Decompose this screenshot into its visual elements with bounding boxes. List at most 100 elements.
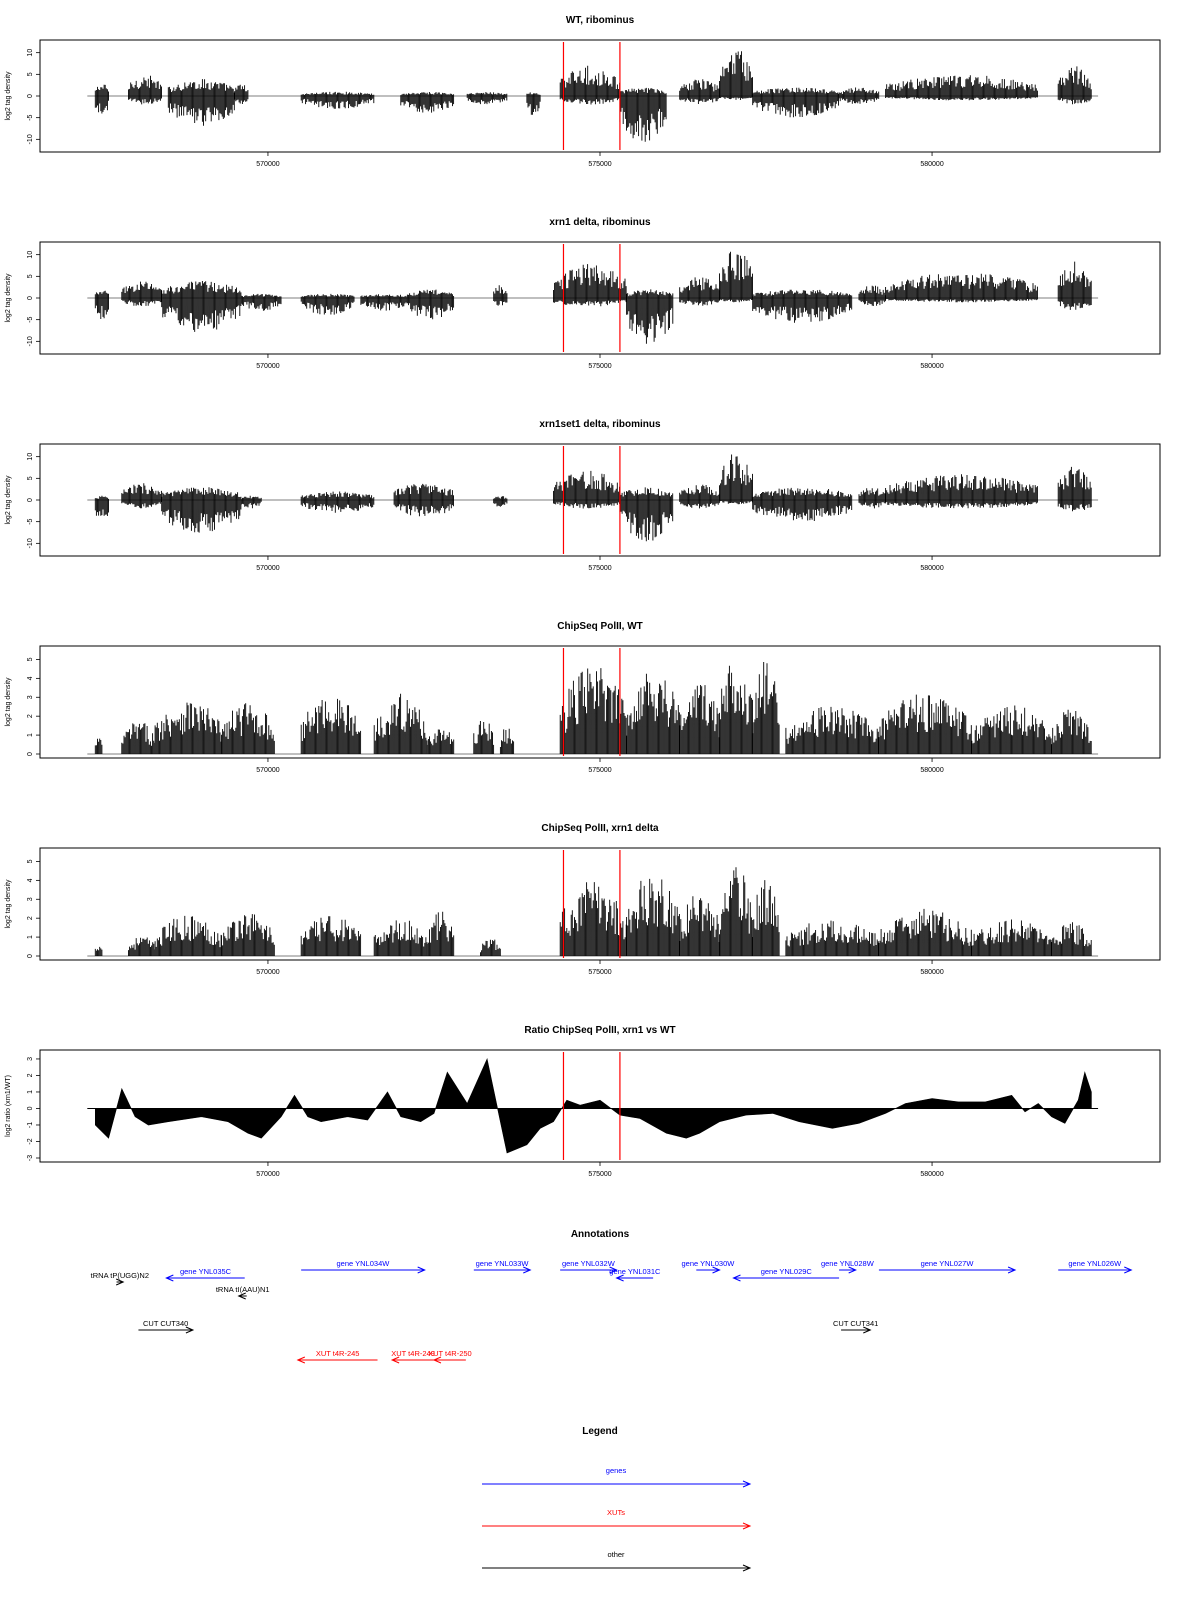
feature-label: gene YNL033W [476, 1259, 530, 1268]
annotation-feature: gene YNL033W [473, 1259, 532, 1274]
x-tick-label: 575000 [588, 767, 611, 774]
feature-arrow-head [615, 1274, 624, 1282]
feature-label: gene YNL029C [761, 1267, 813, 1276]
annotation-feature: gene YNL031C [609, 1267, 661, 1282]
signal-region [128, 75, 162, 105]
x-tick-label: 575000 [588, 1171, 611, 1178]
feature-arrow-head [732, 1274, 741, 1282]
track-panel-6: Ratio ChipSeq PolII, xrn1 vs WT -3 -2 -1 0 1 2… [5, 1025, 1161, 1178]
signal-region [752, 880, 780, 956]
y-tick-label: -10 [27, 134, 34, 144]
signal-region [559, 882, 627, 956]
legend-arrow-head [742, 1564, 752, 1572]
feature-arrow-head [296, 1356, 306, 1364]
y-tick-label: 4 [27, 878, 34, 882]
feature-label: gene YNL035C [180, 1267, 232, 1276]
signal-region [94, 946, 103, 956]
x-tick-label: 580000 [920, 565, 943, 572]
x-tick-label: 575000 [588, 161, 611, 168]
signal-region [300, 491, 375, 513]
annotation-feature: gene YNL028W [821, 1259, 875, 1274]
signal-region [752, 662, 780, 754]
signal-region [1057, 261, 1092, 310]
signal-region [1051, 922, 1092, 956]
signal-region [878, 908, 972, 956]
signal-region [154, 915, 222, 956]
annotation-feature: gene YNL026W [1058, 1259, 1133, 1274]
legend-title: Legend [582, 1426, 618, 1437]
panel-title: WT, ribominus [566, 15, 635, 26]
signal-region [559, 65, 621, 105]
signal-region [858, 285, 886, 306]
signal-region [752, 289, 853, 323]
signal-region [128, 937, 156, 956]
x-tick-label: 580000 [920, 1171, 943, 1178]
y-axis-label: log2 ratio (xrn1/WT) [5, 1075, 12, 1137]
feature-arrow-head [165, 1274, 174, 1282]
x-tick-label: 580000 [920, 161, 943, 168]
feature-label: tRNA tP(UGG)N2 [91, 1271, 149, 1280]
x-tick-label: 580000 [920, 767, 943, 774]
signal-region [1057, 66, 1092, 105]
x-tick-label: 570000 [256, 161, 279, 168]
signal-region [626, 289, 674, 344]
signal-region [221, 703, 275, 754]
y-tick-label: 0 [27, 752, 34, 756]
signal-region [785, 706, 879, 754]
signal-region [426, 729, 455, 754]
legend-arrow-head [742, 1480, 752, 1488]
panel-title: xrn1set1 delta, ribominus [539, 419, 661, 430]
signal-region [240, 495, 262, 509]
signal-region [473, 721, 495, 754]
signal-region [719, 665, 753, 754]
annotation-feature: gene YNL029C [732, 1267, 840, 1282]
feature-arrow-head [432, 1356, 442, 1364]
annotation-feature: XUT t4R-250 [428, 1349, 472, 1364]
y-axis-label: log2 tag density [5, 475, 12, 525]
y-tick-label: 0 [27, 296, 34, 300]
annotations-title: Annotations [571, 1229, 630, 1240]
feature-label: tRNA tI(AAU)N1 [216, 1285, 270, 1294]
signal-region [785, 920, 879, 956]
feature-arrow-head [115, 1278, 125, 1286]
feature-label: gene YNL026W [1068, 1259, 1122, 1268]
annotation-items: gene YNL035C gene YNL034W gene YNL033W gene… [91, 1259, 1133, 1364]
legend-entry: other [482, 1550, 752, 1572]
signal-region [121, 723, 156, 754]
feature-label: XUT t4R-249 [391, 1349, 435, 1358]
feature-label: XUT t4R-250 [428, 1349, 472, 1358]
feature-arrow-head [712, 1266, 721, 1274]
y-tick-label: 3 [27, 1057, 34, 1061]
y-tick-label: 5 [27, 657, 34, 661]
legend-entry: genes [482, 1466, 752, 1488]
y-tick-label: -5 [27, 518, 34, 524]
y-tick-label: 5 [27, 859, 34, 863]
signal-region [121, 281, 162, 306]
legend-label: genes [606, 1466, 627, 1475]
signal-region [885, 273, 1038, 303]
y-tick-label: -10 [27, 336, 34, 346]
x-tick-label: 570000 [256, 767, 279, 774]
feature-arrow-head [863, 1326, 872, 1334]
feature-arrow-head [237, 1292, 246, 1300]
x-tick-label: 580000 [920, 969, 943, 976]
signal-region [480, 939, 501, 956]
signal-region [526, 92, 541, 115]
y-tick-label: 1 [27, 935, 34, 939]
signal-region [300, 698, 362, 754]
signal-region [838, 87, 880, 104]
feature-label: gene YNL030W [682, 1259, 736, 1268]
annotation-feature: XUT t4R-245 [296, 1349, 378, 1364]
y-axis-label: log2 tag density [5, 273, 12, 323]
y-axis-label: log2 tag density [5, 879, 12, 929]
feature-label: gene YNL032W [562, 1259, 616, 1268]
signal-region [161, 487, 242, 533]
track-panel-4: ChipSeq PolII, WT 0 1 2 3 4 5 log2 tag density 5… [5, 621, 1161, 774]
signal-region [400, 92, 455, 113]
feature-label: gene YNL028W [821, 1259, 875, 1268]
signal-region [373, 920, 428, 956]
signal-region [619, 487, 674, 542]
annotation-feature: gene YNL027W [878, 1259, 1017, 1274]
signal-region [719, 51, 753, 100]
feature-arrow-head [417, 1266, 426, 1274]
